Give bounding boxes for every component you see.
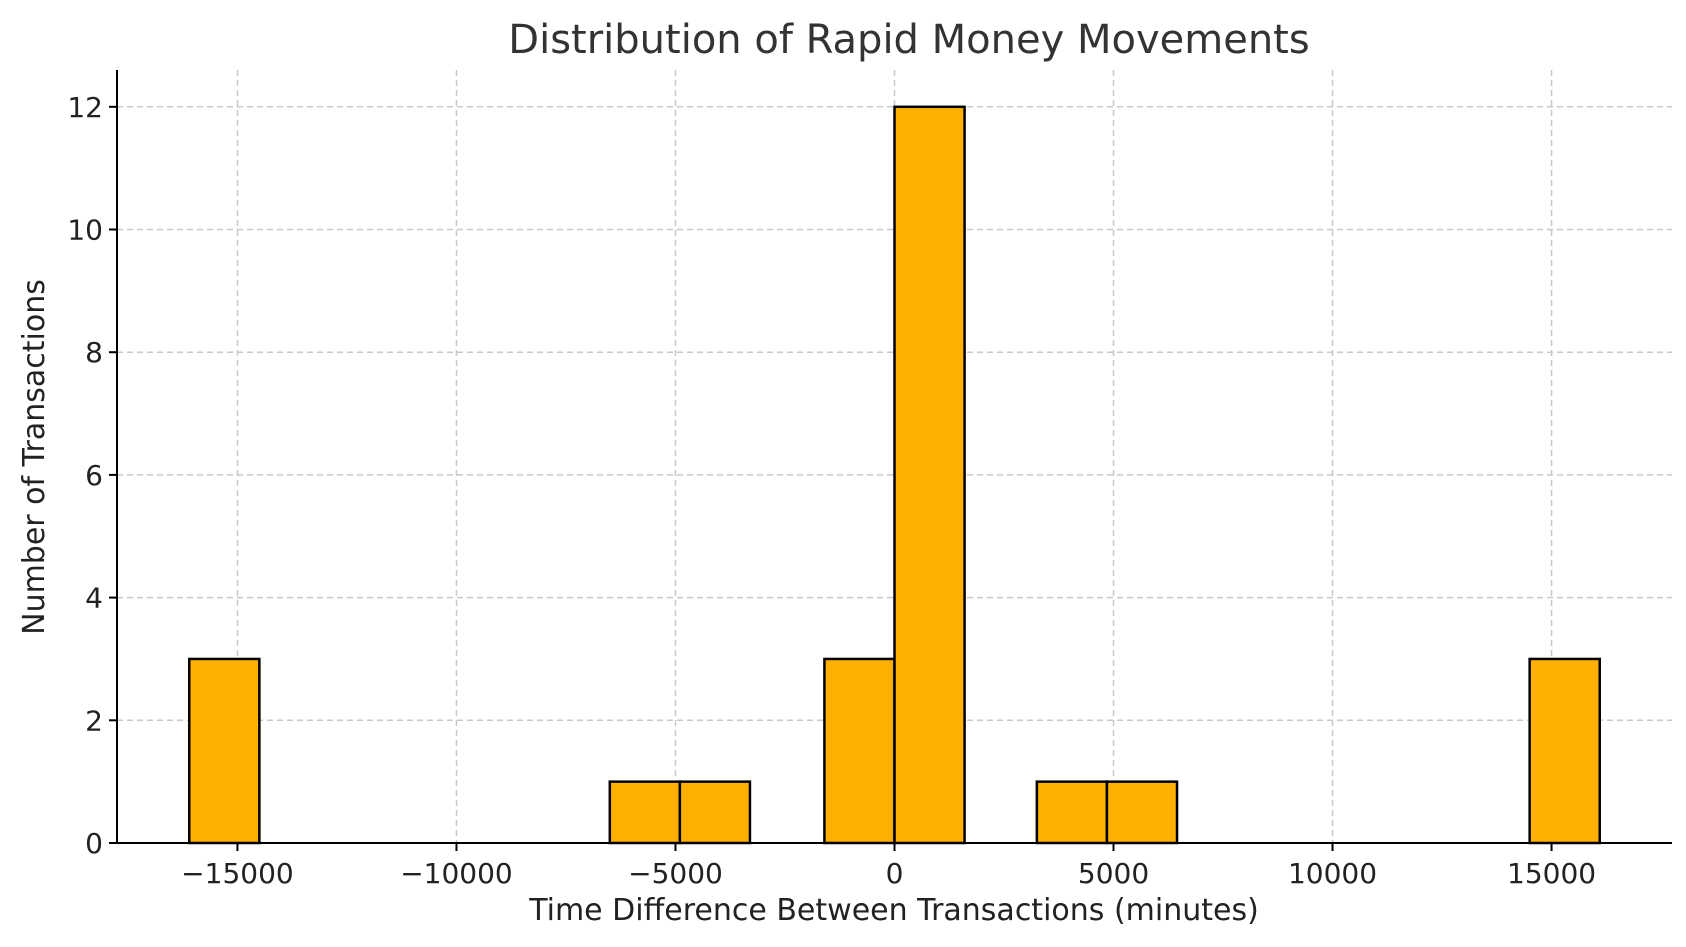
x-tick-label: −15000 xyxy=(181,857,294,890)
y-axis-ticks: 0 2 4 6 8 10 12 xyxy=(67,91,117,860)
x-tick-label: 0 xyxy=(886,857,904,890)
x-tick-label: 5000 xyxy=(1078,857,1149,890)
histogram-bar xyxy=(823,657,896,845)
x-tick-label: −5000 xyxy=(628,857,723,890)
x-tick-label: −10000 xyxy=(400,857,513,890)
y-tick-label: 6 xyxy=(85,459,103,492)
histogram-bar xyxy=(608,780,682,845)
histogram-bar xyxy=(188,657,261,845)
y-tick-label: 4 xyxy=(85,582,103,615)
chart-title: Distribution of Rapid Money Movements xyxy=(508,17,1309,63)
y-tick-label: 0 xyxy=(85,827,103,860)
y-tick-label: 10 xyxy=(67,214,103,247)
x-tick-label: 15000 xyxy=(1507,857,1596,890)
y-tick-label: 2 xyxy=(85,704,103,737)
y-axis-label: Number of Transactions xyxy=(17,279,52,635)
x-axis-label: Time Difference Between Transactions (mi… xyxy=(528,893,1259,928)
histogram-bar xyxy=(1035,780,1109,845)
histogram-bar xyxy=(1105,780,1179,845)
y-tick-label: 12 xyxy=(67,91,103,124)
histogram-bar xyxy=(1528,657,1601,845)
y-tick-label: 8 xyxy=(85,336,103,369)
histogram-bar xyxy=(678,780,752,845)
x-tick-label: 10000 xyxy=(1288,857,1377,890)
histogram-bar xyxy=(893,105,966,845)
x-axis-ticks: −15000 −10000 −5000 0 5000 10000 15000 xyxy=(181,843,1596,890)
histogram-bars xyxy=(188,105,1601,845)
